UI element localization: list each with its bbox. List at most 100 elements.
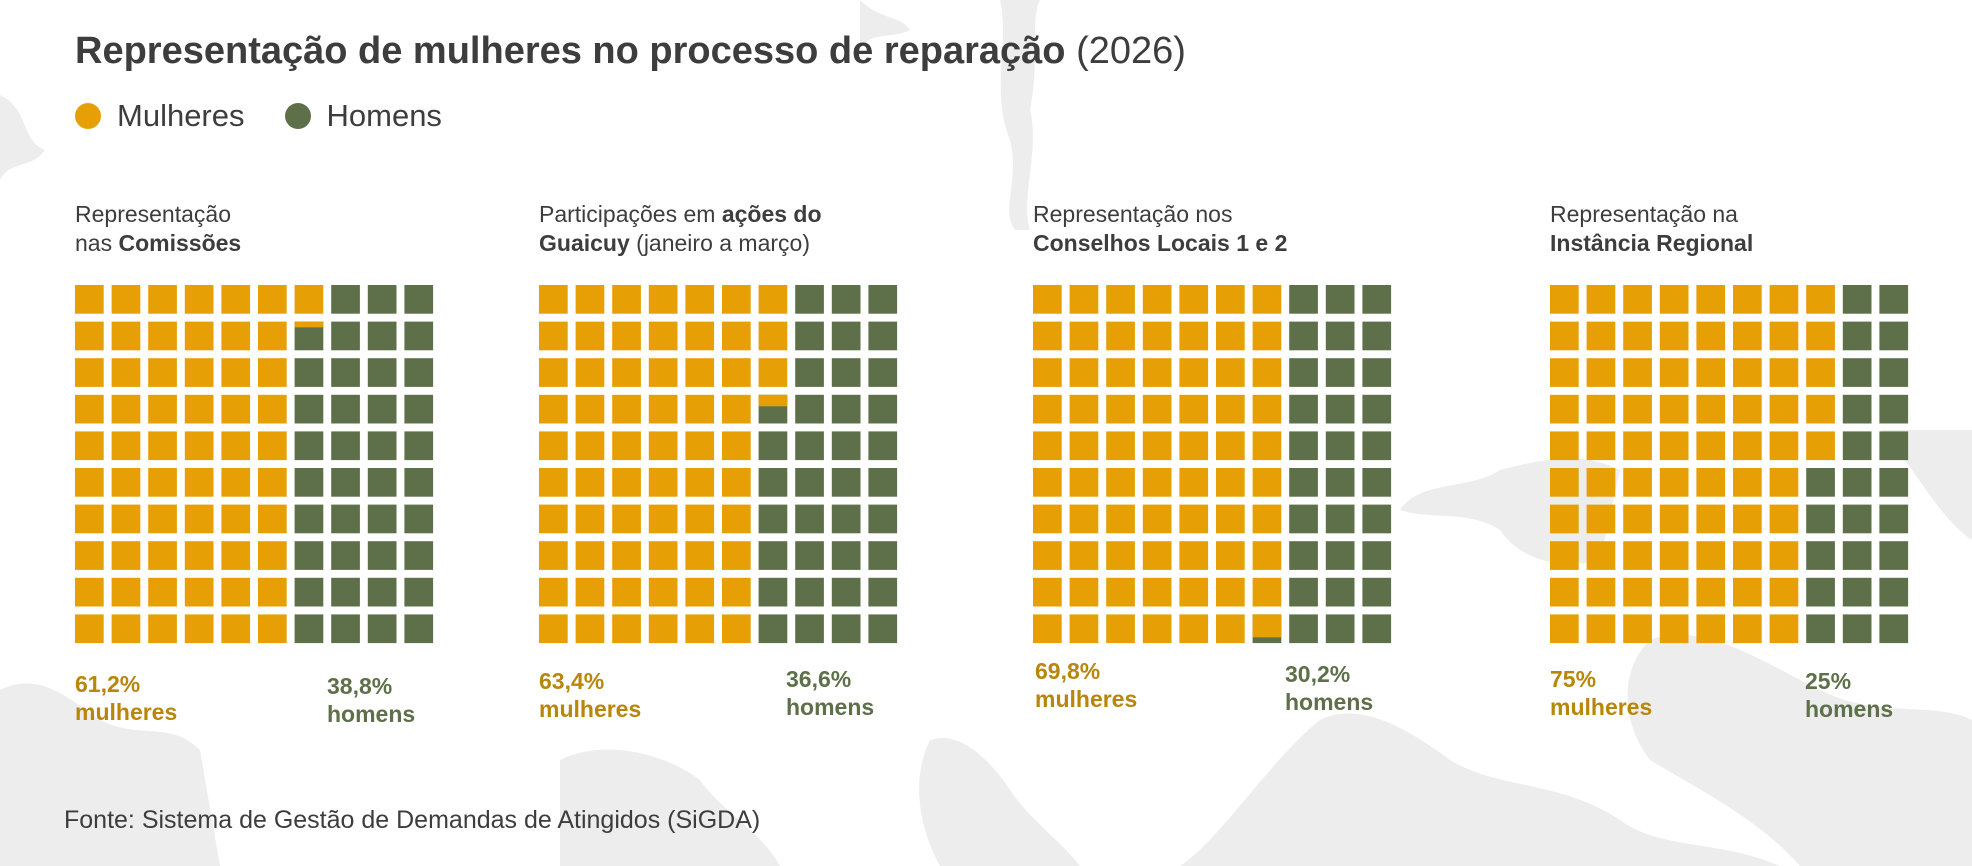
women-percentage-value: 63,4% xyxy=(539,668,605,694)
waffle-cell-men xyxy=(868,541,898,570)
waffle-cell-men xyxy=(1289,468,1318,497)
waffle-cell-women xyxy=(258,321,287,351)
waffle-cell-women xyxy=(685,504,715,534)
waffle-cell xyxy=(868,358,898,387)
waffle-cell xyxy=(148,614,177,644)
waffle-cell xyxy=(258,577,287,607)
waffle-cell xyxy=(367,394,397,424)
waffle-cell xyxy=(294,321,324,351)
waffle-cell-women xyxy=(648,504,678,534)
waffle-cell-men xyxy=(795,285,824,314)
waffle-cell xyxy=(831,468,861,497)
waffle-cell xyxy=(258,468,287,497)
waffle-cell-women xyxy=(685,614,715,644)
waffle-cell-men xyxy=(294,394,324,424)
waffle-cell xyxy=(648,504,678,534)
waffle-cell-women xyxy=(1069,358,1099,387)
panel-title: Representação nas Comissões xyxy=(75,200,455,260)
waffle-cell xyxy=(1216,321,1245,351)
waffle-cell-women xyxy=(148,468,177,497)
waffle-cell xyxy=(1769,431,1799,461)
waffle-cell-women xyxy=(1696,431,1726,461)
waffle-cell xyxy=(831,285,861,314)
waffle-cell-women xyxy=(1586,614,1616,644)
waffle-cell-women xyxy=(1623,504,1652,534)
waffle-cell-men xyxy=(758,468,788,497)
waffle-cell xyxy=(1769,321,1799,351)
waffle-cell xyxy=(868,468,898,497)
waffle-cell-men xyxy=(294,468,324,497)
waffle-cell-men xyxy=(1289,614,1318,644)
waffle-cell-women xyxy=(111,541,141,570)
waffle-cell xyxy=(1696,577,1726,607)
waffle-cell-women xyxy=(1623,431,1652,461)
waffle-cell-women xyxy=(1623,541,1652,570)
waffle-cell xyxy=(795,358,824,387)
waffle-cell xyxy=(722,394,751,424)
waffle-cell xyxy=(1879,541,1909,570)
waffle-cell-women xyxy=(722,285,751,314)
waffle-cell xyxy=(1325,541,1355,570)
waffle-cell-women xyxy=(1106,321,1135,351)
waffle-cell xyxy=(1586,394,1616,424)
legend-item-homens: Homens xyxy=(284,98,442,134)
waffle-cell-women xyxy=(1216,285,1245,314)
waffle-cell xyxy=(148,285,177,314)
waffle-cell xyxy=(1069,321,1099,351)
waffle-cell xyxy=(1659,541,1689,570)
panel-comissoes: Representação nas Comissões 61,2% mulher… xyxy=(75,200,455,740)
waffle-cell-women xyxy=(1550,577,1579,607)
waffle-cell xyxy=(758,614,788,644)
waffle-cell-women xyxy=(294,285,324,314)
waffle-cell xyxy=(75,431,104,461)
waffle-cell xyxy=(1216,541,1245,570)
waffle-cell xyxy=(1623,541,1652,570)
waffle-cell xyxy=(539,321,568,351)
waffle-cell xyxy=(294,394,324,424)
waffle-cell-women xyxy=(111,394,141,424)
waffle-cell xyxy=(868,541,898,570)
waffle-cell-women xyxy=(1623,577,1652,607)
waffle-cell xyxy=(1769,394,1799,424)
waffle-cell-women xyxy=(1659,468,1689,497)
women-percentage: 69,8% mulheres xyxy=(1035,657,1137,713)
waffle-cell-women xyxy=(258,358,287,387)
waffle-cell xyxy=(831,577,861,607)
waffle-cell xyxy=(75,614,104,644)
waffle-cell xyxy=(294,431,324,461)
waffle-cell-women xyxy=(722,321,751,351)
waffle-cell xyxy=(575,614,605,644)
waffle-cell-men xyxy=(404,541,434,570)
legend-label-homens: Homens xyxy=(326,98,442,133)
men-percentage-word: homens xyxy=(1805,696,1894,722)
waffle-cell xyxy=(258,285,287,314)
legend-label-mulheres: Mulheres xyxy=(117,98,245,133)
waffle-cell-men xyxy=(1362,358,1392,387)
waffle-cell xyxy=(1842,431,1872,461)
waffle-cell xyxy=(258,394,287,424)
waffle-cell-women xyxy=(1733,431,1762,461)
panel-conselhos-locais: Representação nos Conselhos Locais 1 e 2… xyxy=(1033,200,1413,740)
waffle-cell xyxy=(1069,504,1099,534)
waffle-cell-women xyxy=(258,504,287,534)
waffle-cell xyxy=(1879,468,1909,497)
waffle-cell xyxy=(367,285,397,314)
waffle-cell-men xyxy=(758,577,788,607)
waffle-cell xyxy=(1696,285,1726,314)
waffle-cell xyxy=(831,541,861,570)
waffle-cell-women xyxy=(1179,541,1209,570)
waffle-cell xyxy=(1623,504,1652,534)
waffle-cell xyxy=(1623,577,1652,607)
waffle-cell-men xyxy=(1879,577,1909,607)
waffle-cell xyxy=(1289,468,1318,497)
waffle-cell-women xyxy=(1106,468,1135,497)
waffle-cell xyxy=(75,358,104,387)
waffle-cell-women xyxy=(722,394,751,424)
waffle-cell-men xyxy=(331,504,360,534)
waffle-cell xyxy=(1733,431,1762,461)
waffle-cell xyxy=(1252,358,1282,387)
waffle-cell xyxy=(575,394,605,424)
waffle-cell-men xyxy=(1289,504,1318,534)
waffle-cell-men xyxy=(831,577,861,607)
waffle-cell-women xyxy=(1106,431,1135,461)
